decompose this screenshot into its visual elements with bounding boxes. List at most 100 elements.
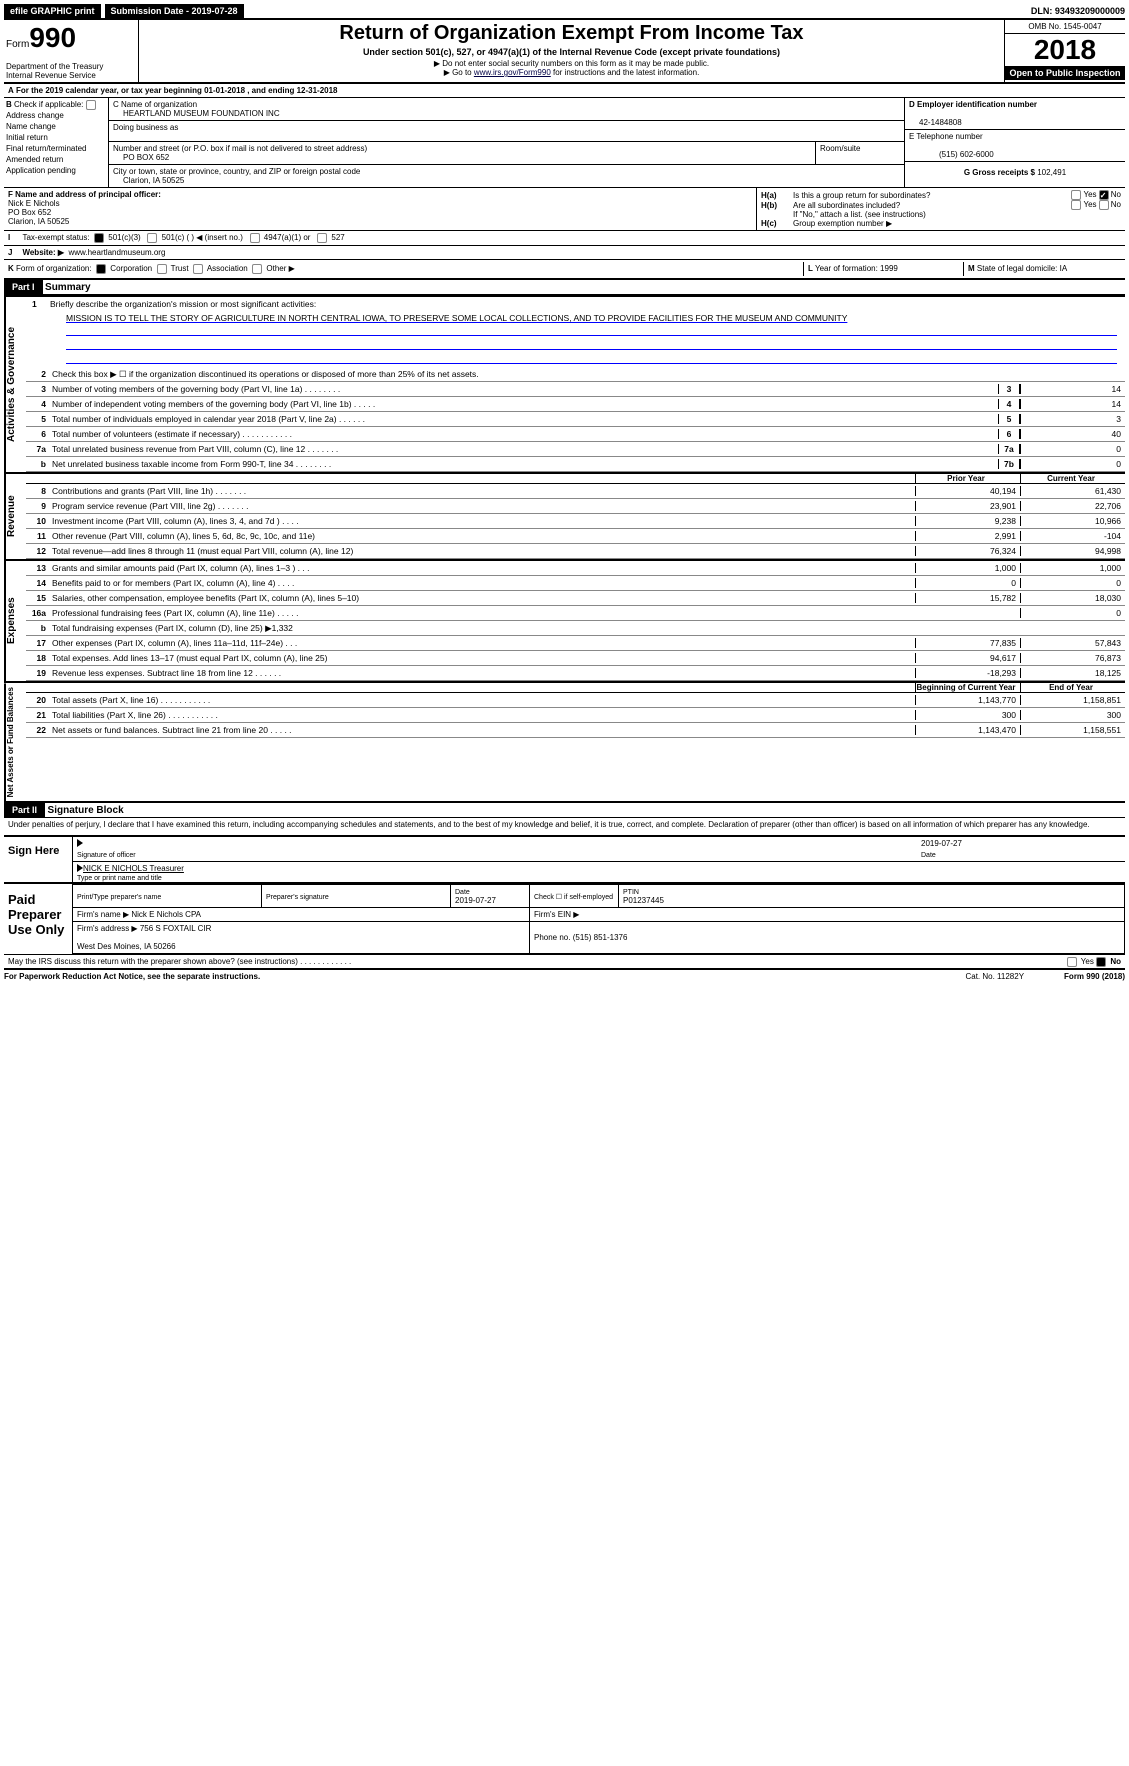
gov-line: 5Total number of individuals employed in… [26,412,1125,427]
line1-label: Briefly describe the organization's miss… [50,299,316,309]
sign-here: Sign Here [4,837,73,882]
b-checkbox-item[interactable]: Application pending [6,165,106,176]
dept-text: Department of the Treasury Internal Reve… [6,62,136,80]
data-line: 8Contributions and grants (Part VIII, li… [26,484,1125,499]
mission-text: MISSION IS TO TELL THE STORY OF AGRICULT… [26,311,1125,325]
footer-right: Form 990 (2018) [1064,972,1125,981]
city: Clarion, IA 50525 [113,176,184,185]
phone: (515) 602-6000 [909,150,994,159]
hc-text: Group exemption number ▶ [793,219,892,228]
firm-phone: (515) 851-1376 [573,933,628,942]
org-form-opt[interactable]: Corporation [94,264,154,273]
gov-line: bNet unrelated business taxable income f… [26,457,1125,472]
efile-btn[interactable]: efile GRAPHIC print [4,4,101,18]
gov-line: 3Number of voting members of the governi… [26,382,1125,397]
sig-date: 2019-07-27 [921,839,1121,848]
hc-label: H(c) [761,219,793,228]
ha-yes[interactable] [1071,190,1081,200]
sig-officer-label: Signature of officer [77,852,921,859]
hb-yes[interactable] [1071,200,1081,210]
submission-btn[interactable]: Submission Date - 2019-07-28 [105,4,244,18]
org-form-opt[interactable]: Association [191,264,250,273]
data-line: 15Salaries, other compensation, employee… [26,591,1125,606]
b-checkbox-item[interactable]: Address change [6,110,106,121]
year-text: 2018 [1005,34,1125,66]
data-line: 16aProfessional fundraising fees (Part I… [26,606,1125,621]
side-activities: Activities & Governance [4,297,26,472]
form-subtitle: Under section 501(c), 527, or 4947(a)(1)… [141,47,1002,57]
room-label: Room/suite [820,144,860,153]
ptin-label: PTIN [623,889,639,896]
section-j: J Website: ▶ www.heartlandmuseum.org [4,246,1125,260]
ein: 42-1484808 [909,118,962,127]
discuss-no[interactable] [1096,957,1106,967]
sig-date-label: Date [921,852,1121,859]
data-line: 12Total revenue—add lines 8 through 11 (… [26,544,1125,559]
form-number: 990 [29,22,76,53]
data-line: 18Total expenses. Add lines 13–17 (must … [26,651,1125,666]
c-label: C Name of organization [113,100,197,109]
ha-label: H(a) [761,191,793,200]
data-line: 14Benefits paid to or for members (Part … [26,576,1125,591]
side-expenses: Expenses [4,561,26,681]
section-fh: F Name and address of principal officer:… [4,188,1125,231]
firm-name-label: Firm's name ▶ [77,910,129,919]
tax-status-opt[interactable]: 527 [317,233,351,242]
b-checkbox-item[interactable]: Initial return [6,132,106,143]
side-net: Net Assets or Fund Balances [4,683,26,801]
prep-check: Check ☐ if self-employed [534,894,613,901]
discuss-yes[interactable] [1067,957,1077,967]
form-header: Form990 Department of the Treasury Inter… [4,18,1125,84]
prep-sig-label: Preparer's signature [266,894,329,901]
part-1-header: Part I Summary [4,280,1125,295]
checkbox[interactable] [86,100,96,110]
l-text: Year of formation: 1999 [815,264,898,273]
col-begin: Beginning of Current Year [915,683,1020,692]
e-label: E Telephone number [909,132,983,141]
firm-name: Nick E Nichols CPA [131,910,201,919]
org-form-opt[interactable]: Other ▶ [250,264,297,273]
row-a: A For the 2019 calendar year, or tax yea… [4,84,1125,98]
m-text: State of legal domicile: IA [977,264,1067,273]
data-line: bTotal fundraising expenses (Part IX, co… [26,621,1125,636]
gov-line: 7aTotal unrelated business revenue from … [26,442,1125,457]
expenses-section: Expenses 13Grants and similar amounts pa… [4,561,1125,683]
hb-label: H(b) [761,201,793,210]
prep-date: 2019-07-27 [455,896,496,905]
col-end: End of Year [1020,683,1125,692]
prep-name-label: Print/Type preparer's name [77,894,161,901]
data-line: 9Program service revenue (Part VIII, lin… [26,499,1125,514]
gross: 102,491 [1037,168,1066,177]
section-b: B Check if applicable: Address changeNam… [4,98,1125,188]
org-name: HEARTLAND MUSEUM FOUNDATION INC [113,109,280,118]
sign-here-section: Sign Here 2019-07-27 Signature of office… [4,835,1125,884]
b-checkbox-item[interactable]: Amended return [6,154,106,165]
activities-section: Activities & Governance 1Briefly describ… [4,295,1125,474]
paid-label: Paid Preparer Use Only [4,884,72,954]
data-line: 22Net assets or fund balances. Subtract … [26,723,1125,738]
col-current: Current Year [1020,474,1125,483]
net-section: Net Assets or Fund Balances Beginning of… [4,683,1125,803]
data-line: 11Other revenue (Part VIII, column (A), … [26,529,1125,544]
tax-status-opt[interactable]: 4947(a)(1) or [250,233,318,242]
discuss-row: May the IRS discuss this return with the… [4,955,1125,970]
b-checkbox-item[interactable]: Name change [6,121,106,132]
instr-1: ▶ Do not enter social security numbers o… [141,59,1002,68]
data-line: 20Total assets (Part X, line 16) . . . .… [26,693,1125,708]
hb-no[interactable] [1099,200,1109,210]
sig-name-type-label: Type or print name and title [73,875,1125,882]
tax-status-opt[interactable]: 501(c)(3) [94,233,147,242]
b-checkbox-item[interactable]: Final return/terminated [6,143,106,154]
form-prefix: Form [6,39,29,50]
f-label: F Name and address of principal officer: [8,190,161,199]
dba-label: Doing business as [113,123,178,132]
instr-2: ▶ Go to www.irs.gov/Form990 for instruct… [141,68,1002,77]
footer: For Paperwork Reduction Act Notice, see … [4,970,1125,981]
org-form-opt[interactable]: Trust [154,264,190,273]
ha-no[interactable]: ✓ [1099,190,1109,200]
firm-addr-label: Firm's address ▶ [77,924,138,933]
form-title: Return of Organization Exempt From Incom… [141,22,1002,45]
irs-link[interactable]: www.irs.gov/Form990 [474,68,551,77]
i-label: Tax-exempt status: [22,233,89,243]
tax-status-opt[interactable]: 501(c) ( ) ◀ (insert no.) [147,233,249,242]
